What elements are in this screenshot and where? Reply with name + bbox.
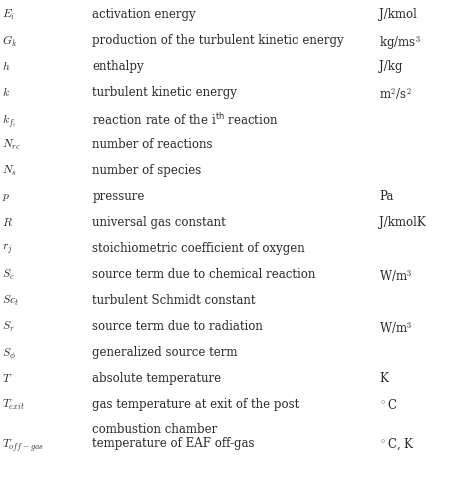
Text: J/kmol: J/kmol [379,8,417,21]
Text: kg/ms$^3$: kg/ms$^3$ [379,34,421,52]
Text: $T_{off-gas}$: $T_{off-gas}$ [2,437,45,454]
Text: $h$: $h$ [2,60,11,73]
Text: production of the turbulent kinetic energy: production of the turbulent kinetic ener… [92,34,344,47]
Text: turbulent kinetic energy: turbulent kinetic energy [92,86,237,99]
Text: Pa: Pa [379,190,393,203]
Text: source term due to chemical reaction: source term due to chemical reaction [92,268,316,281]
Text: W/m$^3$: W/m$^3$ [379,320,413,336]
Text: $r_j$: $r_j$ [2,242,13,256]
Text: $Sc_t$: $Sc_t$ [2,294,19,308]
Text: $E_i$: $E_i$ [2,8,16,22]
Text: $k_{f_i}$: $k_{f_i}$ [2,112,16,129]
Text: enthalpy: enthalpy [92,60,144,73]
Text: W/m$^3$: W/m$^3$ [379,268,413,284]
Text: number of species: number of species [92,164,201,177]
Text: temperature of EAF off-gas: temperature of EAF off-gas [92,437,255,450]
Text: activation energy: activation energy [92,8,196,21]
Text: combustion chamber: combustion chamber [92,423,218,436]
Text: generalized source term: generalized source term [92,346,238,359]
Text: J/kg: J/kg [379,60,402,73]
Text: $T_{exit}$: $T_{exit}$ [2,398,26,412]
Text: $N_{rc}$: $N_{rc}$ [2,138,21,152]
Text: K: K [379,372,388,385]
Text: reaction rate of the i$^{\mathrm{th}}$ reaction: reaction rate of the i$^{\mathrm{th}}$ r… [92,112,279,128]
Text: turbulent Schmidt constant: turbulent Schmidt constant [92,294,256,307]
Text: J/kmolK: J/kmolK [379,216,426,229]
Text: absolute temperature: absolute temperature [92,372,221,385]
Text: $S_r$: $S_r$ [2,320,15,334]
Text: $^\circ$C, K: $^\circ$C, K [379,437,415,453]
Text: $k$: $k$ [2,86,10,99]
Text: $R$: $R$ [2,216,13,229]
Text: source term due to radiation: source term due to radiation [92,320,263,333]
Text: number of reactions: number of reactions [92,138,213,151]
Text: pressure: pressure [92,190,145,203]
Text: m$^2$/s$^2$: m$^2$/s$^2$ [379,86,412,102]
Text: $^\circ$C: $^\circ$C [379,398,398,412]
Text: $p$: $p$ [2,190,10,203]
Text: stoichiometric coefficient of oxygen: stoichiometric coefficient of oxygen [92,242,305,255]
Text: $S_\phi$: $S_\phi$ [2,346,17,363]
Text: universal gas constant: universal gas constant [92,216,226,229]
Text: $N_s$: $N_s$ [2,164,17,178]
Text: $S_c$: $S_c$ [2,268,15,282]
Text: gas temperature at exit of the post: gas temperature at exit of the post [92,398,300,411]
Text: $G_k$: $G_k$ [2,34,18,49]
Text: $T$: $T$ [2,372,13,385]
